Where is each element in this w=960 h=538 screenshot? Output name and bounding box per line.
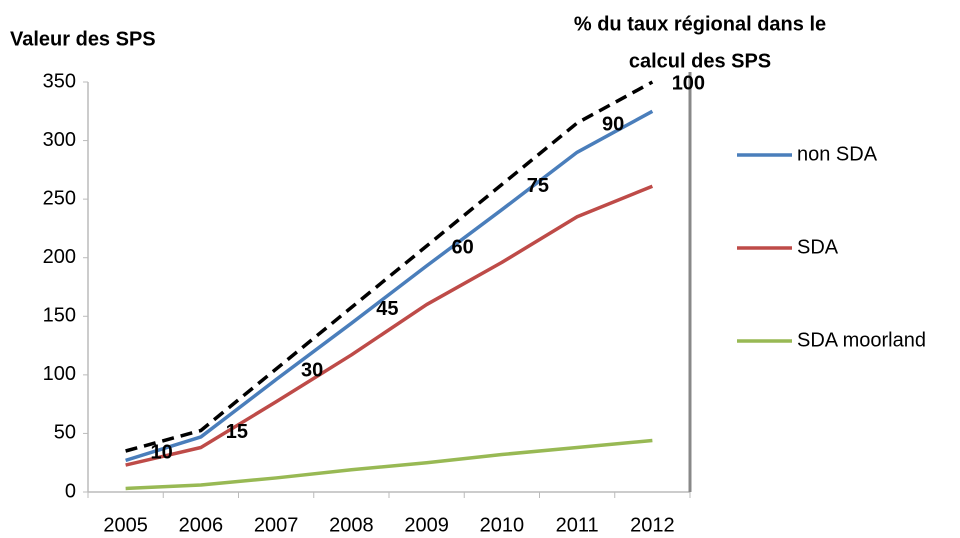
data-label: 15 — [226, 421, 248, 443]
legend-label: SDA moorland — [797, 329, 926, 351]
data-label: 10 — [151, 441, 173, 463]
series-line — [125, 80, 654, 453]
y-tick-label: 100 — [43, 363, 76, 385]
y-tick-label: 350 — [43, 70, 76, 92]
y-tick-label: 0 — [65, 480, 76, 502]
y-tick-label: 50 — [54, 422, 76, 444]
x-tick-label: 2007 — [254, 514, 299, 536]
data-label: 30 — [301, 359, 323, 381]
y-tick-label: 250 — [43, 187, 76, 209]
series-line — [125, 109, 654, 463]
x-tick-label: 2009 — [404, 514, 449, 536]
data-label: 75 — [527, 175, 549, 197]
y2-axis-title: calcul des SPS — [629, 50, 771, 72]
legend-label: SDA — [797, 236, 839, 258]
series-line — [125, 438, 653, 491]
data-label: 45 — [376, 298, 398, 320]
y-tick-label: 300 — [43, 129, 76, 151]
x-tick-label: 2008 — [329, 514, 374, 536]
x-tick-label: 2010 — [480, 514, 525, 536]
y-tick-label: 150 — [43, 305, 76, 327]
data-label: 100 — [672, 72, 705, 94]
x-tick-label: 2011 — [556, 514, 599, 536]
series-line — [125, 184, 654, 467]
legend-label: non SDA — [797, 143, 878, 165]
data-label: 90 — [602, 113, 624, 135]
x-tick-label: 2005 — [103, 514, 148, 536]
y-tick-label: 200 — [43, 246, 76, 268]
x-tick-label: 2006 — [179, 514, 224, 536]
x-tick-label: 2012 — [630, 514, 675, 536]
y2-axis-title: % du taux régional dans le — [574, 13, 826, 35]
data-label: 60 — [452, 236, 474, 258]
y-axis-title: Valeur des SPS — [10, 28, 156, 50]
